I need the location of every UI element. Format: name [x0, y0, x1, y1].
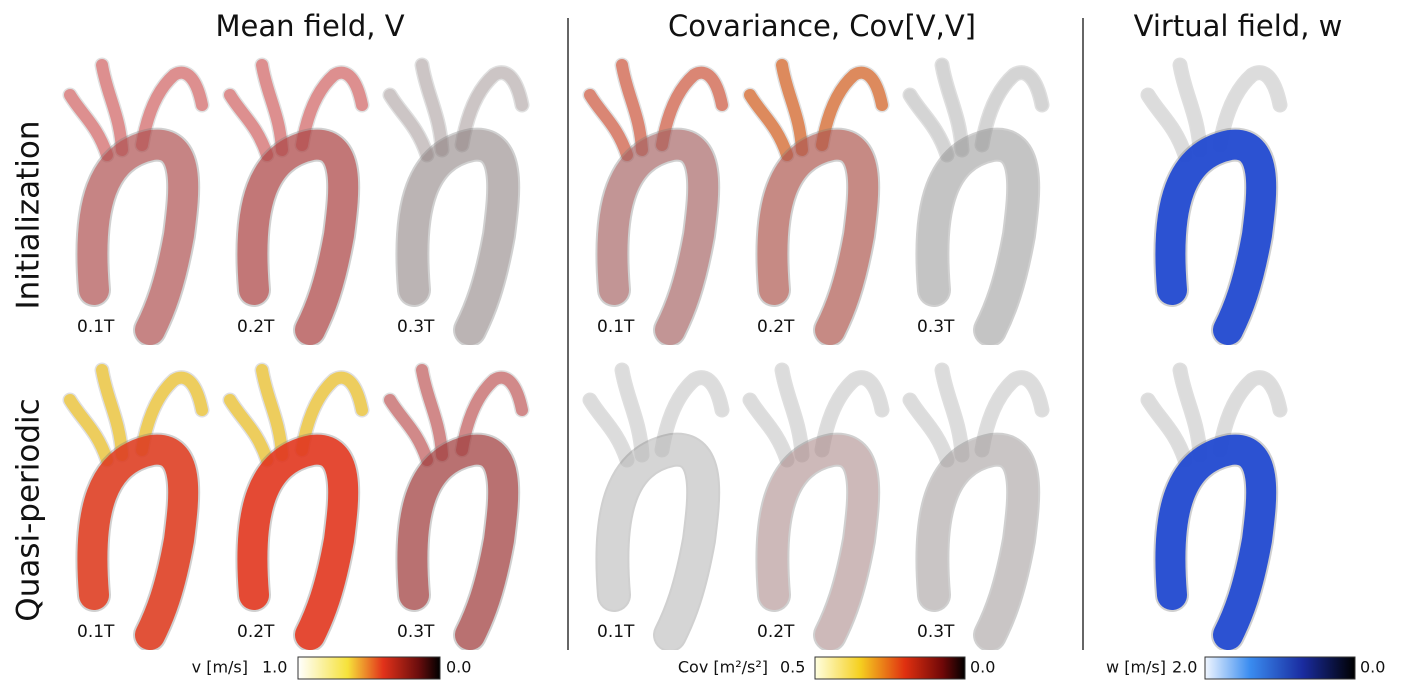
- aorta-render: [230, 65, 362, 330]
- time-label: 0.2T: [237, 622, 275, 642]
- aorta-render: [70, 65, 202, 330]
- colorbar: v [m/s] 1.0 0.0: [192, 656, 471, 680]
- time-label: 0.3T: [917, 622, 955, 642]
- aorta-render: [390, 370, 522, 635]
- aorta-render: [1148, 65, 1280, 330]
- colorbar: w [m/s] 2.0 0.0: [1106, 656, 1385, 680]
- colorbar-min: 0.0: [446, 658, 471, 677]
- panels: 0.1T 0.2T 0.3T 0.1T 0.2T 0.3T 0.1T 0.2T 0.3T 0.1T…: [70, 65, 1280, 642]
- aorta-render: [750, 65, 882, 330]
- colorbar-max: 2.0: [1172, 658, 1197, 677]
- time-label: 0.3T: [397, 622, 435, 642]
- time-label: 0.1T: [597, 622, 635, 642]
- colorbar-min: 0.0: [970, 658, 995, 677]
- row-label: Initialization: [11, 120, 47, 309]
- time-label: 0.3T: [397, 317, 435, 337]
- aorta-render: [590, 370, 722, 635]
- aorta-render: [750, 370, 882, 635]
- colorbar-gradient: [1204, 656, 1356, 680]
- aorta-render: [590, 65, 722, 330]
- column-title: Covariance, Cov[V,V]: [668, 9, 976, 43]
- time-label: 0.2T: [237, 317, 275, 337]
- aorta-render: [910, 370, 1042, 635]
- time-label: 0.1T: [77, 622, 115, 642]
- colorbar-label: w [m/s]: [1106, 658, 1166, 677]
- time-label: 0.1T: [597, 317, 635, 337]
- colorbar-label: v [m/s]: [192, 658, 248, 677]
- aorta-render: [230, 370, 362, 635]
- row-label: Quasi-periodic: [11, 398, 47, 621]
- aorta-render: [1148, 370, 1280, 635]
- colorbar-gradient: [814, 656, 966, 680]
- aorta-render: [70, 370, 202, 635]
- colorbar-label: Cov [m²/s²]: [678, 658, 768, 677]
- time-label: 0.3T: [917, 317, 955, 337]
- colorbar-gradient: [297, 656, 441, 680]
- aorta-render: [910, 65, 1042, 330]
- colorbar: Cov [m²/s²] 0.5 0.0: [678, 656, 995, 680]
- time-label: 0.1T: [77, 317, 115, 337]
- colorbar-min: 0.0: [1360, 658, 1385, 677]
- colorbar-max: 0.5: [780, 658, 805, 677]
- column-title: Mean field, V: [215, 9, 404, 43]
- time-label: 0.2T: [757, 317, 795, 337]
- column-title: Virtual field, w: [1134, 9, 1343, 43]
- colorbar-max: 1.0: [262, 658, 287, 677]
- aorta-render: [390, 65, 522, 330]
- time-label: 0.2T: [757, 622, 795, 642]
